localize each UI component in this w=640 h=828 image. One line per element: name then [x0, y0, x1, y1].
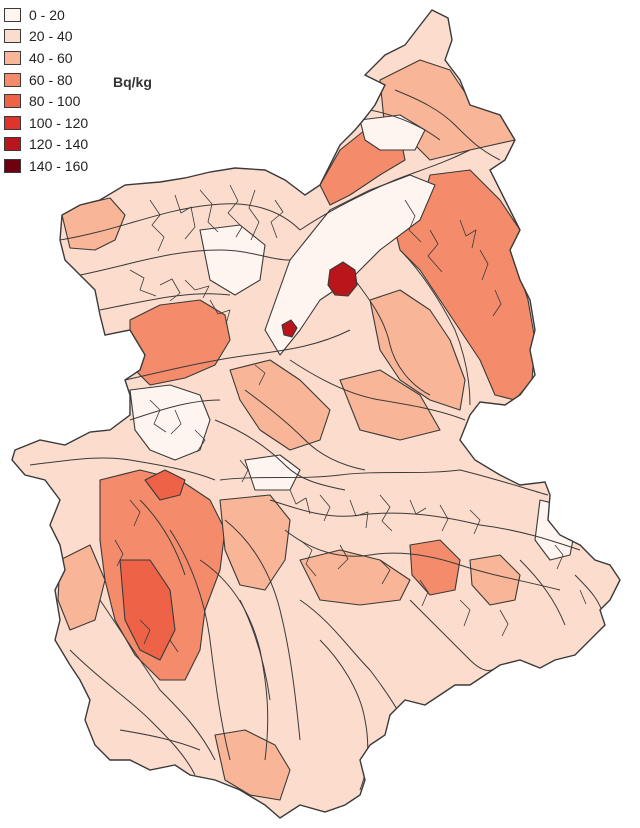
zone-northeast-east — [394, 169, 536, 401]
legend-label: 60 - 80 — [29, 71, 73, 88]
legend-label: 100 - 120 — [29, 114, 89, 131]
zone-southwest-inner — [119, 559, 176, 661]
zone-red-spot-large — [327, 261, 358, 297]
zone-south-orange-d — [469, 554, 521, 606]
legend-swatch — [4, 115, 21, 130]
zone-far-southwest — [57, 544, 106, 631]
legend-item: 100 - 120 — [4, 112, 88, 134]
legend-swatch — [4, 29, 21, 44]
zone-east-orange — [409, 539, 461, 596]
zone-south-orange-b — [299, 549, 411, 606]
legend-swatch — [4, 7, 21, 22]
legend-item: 80 - 100 — [4, 90, 88, 112]
legend-swatch — [4, 137, 21, 152]
zone-central-stripe-a — [229, 359, 331, 451]
legend-item: 20 - 40 — [4, 26, 88, 48]
zone-north-pale — [359, 114, 426, 151]
region-outline — [11, 9, 621, 819]
zone-south-orange-c — [214, 729, 291, 801]
map-legend: 0 - 20 20 - 40 40 - 60 60 - 80 80 - 100 100 -… — [4, 4, 88, 177]
legend-swatch — [4, 50, 21, 65]
legend-label: 120 - 140 — [29, 136, 89, 153]
legend-label: 80 - 100 — [29, 93, 81, 110]
zone-red-spot-small — [281, 319, 298, 338]
zone-southwest-spot — [144, 469, 186, 501]
legend-swatch — [4, 94, 21, 109]
zone-south-pale — [244, 454, 301, 491]
legend-item: 140 - 160 — [4, 155, 88, 177]
unit-label: Bq/kg — [113, 74, 152, 90]
legend-label: 0 - 20 — [29, 6, 65, 23]
legend-swatch — [4, 72, 21, 87]
zone-central-pale — [264, 174, 436, 356]
zone-detail-lines — [114, 184, 587, 653]
zone-central-stripe-b — [339, 369, 441, 441]
legend-label: 140 - 160 — [29, 157, 89, 174]
zone-west-pale — [129, 384, 211, 461]
legend-item: 0 - 20 — [4, 4, 88, 26]
legend-item: 120 - 140 — [4, 134, 88, 156]
legend-item: 40 - 60 — [4, 47, 88, 69]
zone-south-orange-a — [219, 494, 291, 591]
zone-northeast-mid — [369, 289, 466, 411]
legend-item: 60 - 80 — [4, 69, 88, 91]
legend-swatch — [4, 158, 21, 173]
legend-label: 20 - 40 — [29, 28, 73, 45]
legend-label: 40 - 60 — [29, 49, 73, 66]
